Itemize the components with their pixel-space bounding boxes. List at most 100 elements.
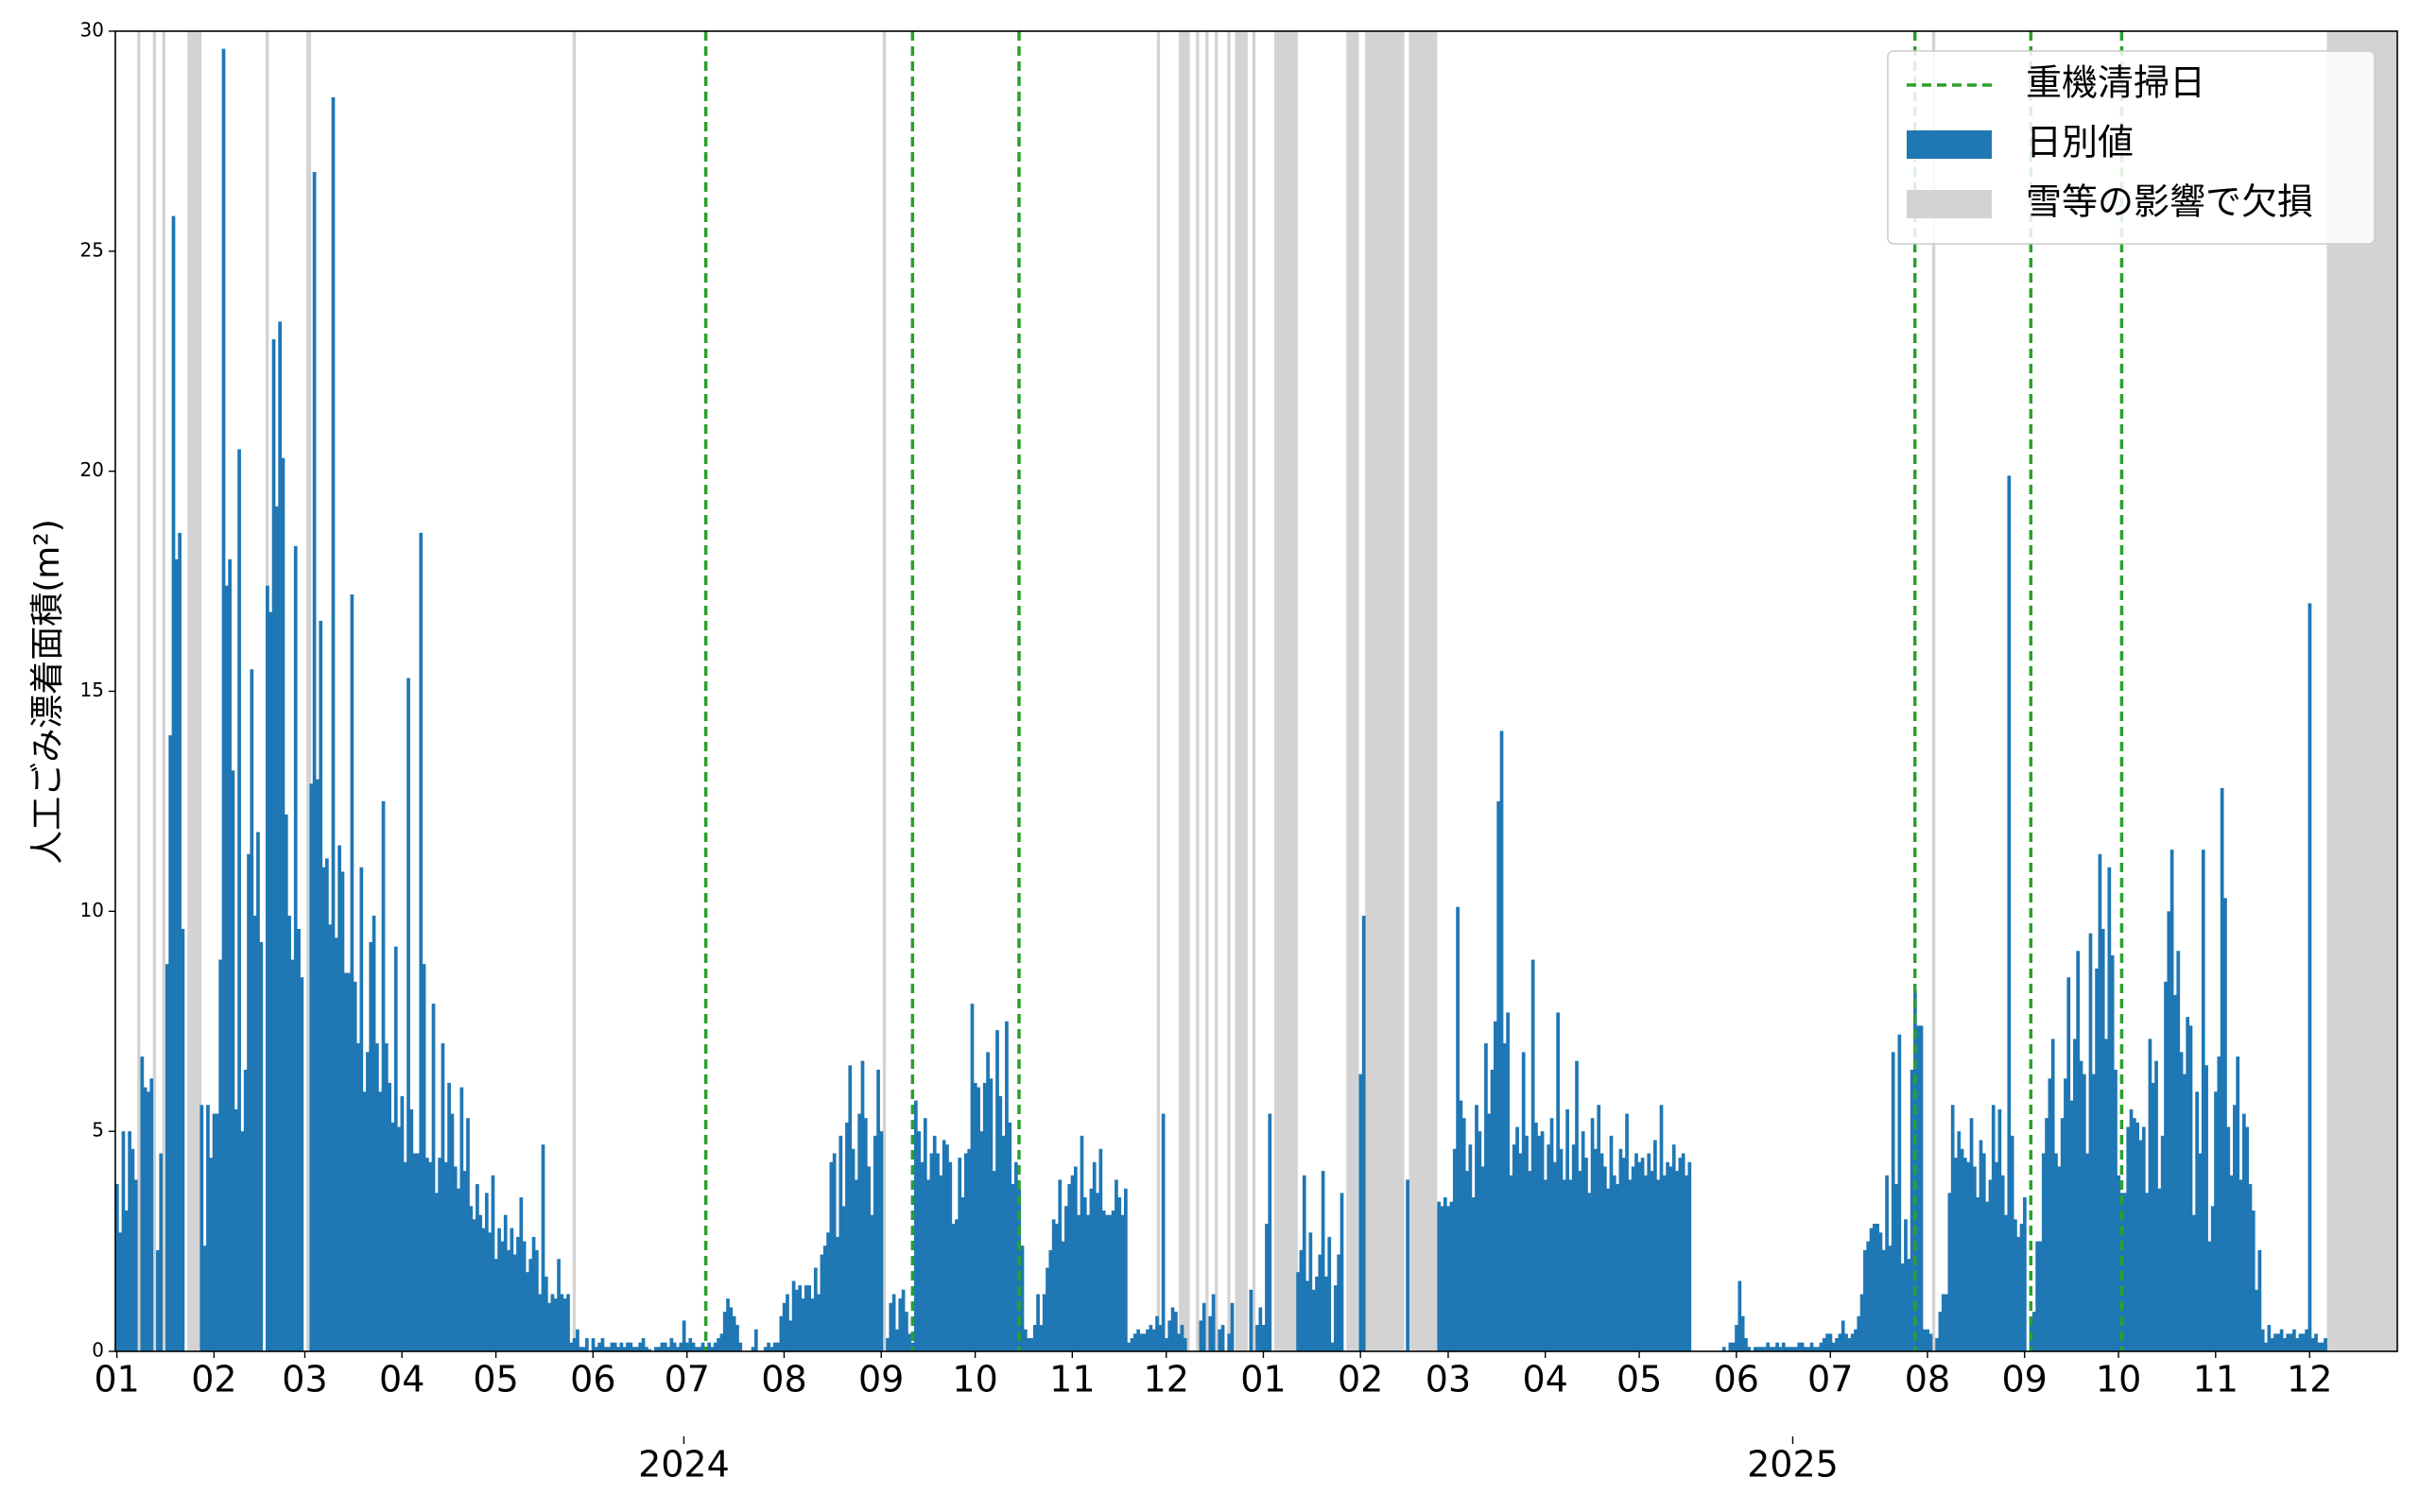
- x-tick-label: 06: [1714, 1359, 1759, 1400]
- bar: [631, 1347, 636, 1351]
- bar: [1327, 1236, 1332, 1351]
- bar: [1496, 800, 1501, 1351]
- bar: [271, 338, 276, 1351]
- bar: [886, 1338, 890, 1351]
- missing-span: [1156, 31, 1161, 1351]
- bar: [1769, 1347, 1773, 1351]
- bar: [2038, 1241, 2043, 1351]
- missing-span: [1215, 31, 1219, 1351]
- bar: [216, 1113, 219, 1351]
- bar: [1850, 1333, 1855, 1351]
- bar: [1086, 1214, 1090, 1351]
- bar: [813, 1267, 818, 1351]
- bar: [118, 1232, 123, 1351]
- y-axis-label: 人工ごみ漂着面積(m²): [28, 519, 67, 865]
- bar: [1183, 1338, 1187, 1351]
- bar: [243, 1069, 248, 1351]
- bar: [795, 1289, 799, 1351]
- bar: [147, 1091, 150, 1351]
- bar: [955, 1219, 959, 1351]
- bar: [1904, 1219, 1908, 1351]
- bar: [855, 1179, 858, 1351]
- bar: [1067, 1184, 1072, 1351]
- bar: [400, 1095, 405, 1351]
- bar: [566, 1294, 570, 1351]
- bar: [576, 1329, 579, 1351]
- bar: [284, 814, 288, 1351]
- legend-handle: [1907, 190, 1992, 218]
- bar: [1647, 1153, 1651, 1351]
- bar: [366, 1052, 370, 1351]
- bar: [1120, 1214, 1125, 1351]
- bar: [1859, 1294, 1864, 1351]
- bar: [472, 1219, 476, 1351]
- x-tick-label: 10: [2096, 1359, 2141, 1400]
- bar: [1872, 1223, 1876, 1351]
- bar: [2167, 911, 2171, 1351]
- bar: [2073, 1039, 2077, 1351]
- bar: [851, 1148, 856, 1351]
- bar: [2223, 898, 2227, 1351]
- bar: [722, 1312, 727, 1351]
- bar: [1631, 1166, 1635, 1351]
- bar: [1321, 1171, 1325, 1351]
- x-tick-label: 05: [473, 1359, 518, 1400]
- bar: [979, 1131, 984, 1351]
- bar: [1299, 1249, 1304, 1351]
- bar: [726, 1298, 730, 1351]
- x-tick-label: 10: [952, 1359, 997, 1400]
- legend-box: [1887, 50, 2376, 245]
- bar: [1675, 1171, 1679, 1351]
- bar: [1139, 1333, 1144, 1351]
- bar: [497, 1228, 501, 1351]
- bar: [594, 1347, 598, 1351]
- bar: [2324, 1338, 2327, 1351]
- bar: [143, 1087, 147, 1351]
- bar: [1544, 1179, 1547, 1351]
- bar: [1981, 1153, 1986, 1351]
- bar: [1061, 1241, 1065, 1351]
- bar: [942, 1140, 946, 1351]
- bar: [481, 1228, 486, 1351]
- bar: [1775, 1342, 1779, 1351]
- bar: [2183, 1074, 2187, 1351]
- bar: [2176, 951, 2181, 1351]
- bar: [1938, 1312, 1943, 1351]
- bar: [769, 1347, 774, 1351]
- bar: [1506, 1012, 1510, 1351]
- bar: [519, 1197, 524, 1351]
- bar: [1565, 1108, 1569, 1351]
- bar: [297, 928, 301, 1351]
- bar: [597, 1342, 602, 1351]
- bar: [2151, 1082, 2155, 1351]
- bar: [531, 1236, 536, 1351]
- bar: [512, 1254, 517, 1351]
- bar: [901, 1289, 906, 1351]
- bar: [560, 1294, 564, 1351]
- x-tick-label: 04: [1523, 1359, 1568, 1400]
- bar: [1976, 1197, 1980, 1351]
- bar: [278, 321, 283, 1352]
- bar: [2186, 1017, 2190, 1351]
- bar: [600, 1338, 605, 1351]
- bar: [2188, 1025, 2193, 1351]
- bar: [2000, 1175, 2005, 1351]
- bar: [1528, 1171, 1532, 1351]
- bar: [672, 1342, 677, 1351]
- bar: [1756, 1347, 1761, 1351]
- bar: [1058, 1179, 1063, 1351]
- bar: [328, 924, 333, 1351]
- bar: [579, 1347, 583, 1351]
- bar: [535, 1249, 539, 1351]
- bar: [403, 1161, 407, 1351]
- bar: [1687, 1161, 1692, 1351]
- bar: [2217, 1057, 2221, 1351]
- bar: [610, 1342, 614, 1351]
- bar: [2207, 1241, 2212, 1351]
- bar: [1149, 1325, 1153, 1351]
- bar: [1115, 1179, 1118, 1351]
- bar: [1762, 1347, 1767, 1351]
- bar: [438, 1158, 442, 1351]
- bar: [133, 1179, 138, 1351]
- bar: [1101, 1210, 1106, 1351]
